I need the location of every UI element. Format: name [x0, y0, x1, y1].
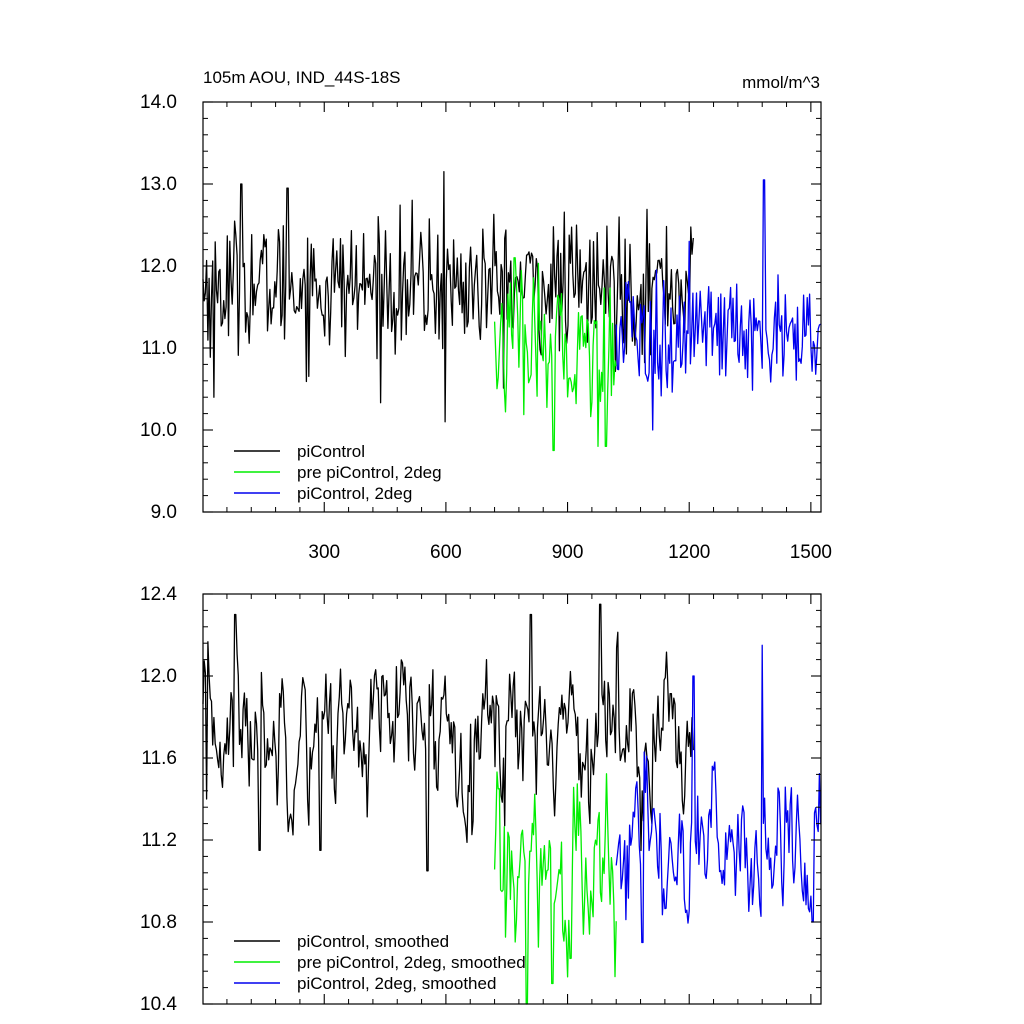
legend-label: piControl, smoothed — [297, 932, 449, 951]
smoothed-panel: 10.4 10.8 11.2 11.6 12.0 12.4 piControl, smoot… — [140, 584, 822, 1015]
x-tick-label: 900 — [552, 542, 584, 563]
plot-frame — [202, 593, 822, 1005]
y-tick-label: 12.4 — [140, 584, 177, 605]
series-line-pre-piControl-2deg — [493, 771, 617, 1005]
series-line-piControl-2deg — [615, 644, 822, 944]
y-tick-label: 11.6 — [141, 748, 177, 769]
x-tick-label: 1500 — [790, 542, 832, 563]
chart-title: 105m AOU, IND_44S-18S — [203, 68, 400, 87]
series-line-piControl-2deg — [615, 179, 821, 431]
y-tick-label: 11.2 — [141, 830, 177, 851]
raw-panel: 9.0 10.0 11.0 12.0 13.0 14.0 300 600 900 1200 1500… — [140, 92, 832, 563]
series-line-piControl — [202, 171, 694, 423]
series-line-piControl — [202, 603, 694, 872]
units-label: mmol/m^3 — [742, 73, 820, 92]
y-tick-label: 11.0 — [141, 338, 177, 359]
x-tick-label: 1200 — [668, 542, 710, 563]
y-tick-label: 13.0 — [140, 174, 177, 195]
series-line-pre-piControl-2deg — [493, 257, 617, 452]
legend-label: piControl, 2deg — [297, 484, 412, 503]
legend-label: piControl — [297, 442, 365, 461]
legend-label: pre piControl, 2deg, smoothed — [297, 953, 526, 972]
legend-label: pre piControl, 2deg — [297, 463, 442, 482]
x-tick-label: 600 — [430, 542, 462, 563]
plot-frame — [202, 101, 822, 513]
y-tick-label: 14.0 — [140, 92, 177, 113]
y-tick-label: 12.0 — [140, 666, 177, 687]
y-tick-label: 10.0 — [140, 420, 177, 441]
legend-label: piControl, 2deg, smoothed — [297, 974, 496, 993]
y-tick-label: 10.4 — [140, 994, 177, 1015]
y-tick-label: 12.0 — [140, 256, 177, 277]
y-tick-label: 9.0 — [151, 502, 177, 523]
x-tick-label: 300 — [308, 542, 340, 563]
y-tick-label: 10.8 — [140, 912, 177, 933]
